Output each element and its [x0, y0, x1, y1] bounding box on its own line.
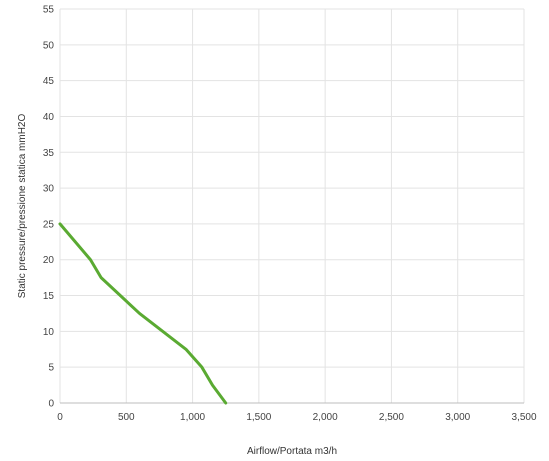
- y-tick-label: 30: [43, 184, 55, 195]
- series-lines: [58, 222, 228, 405]
- y-tick-label: 40: [43, 112, 55, 123]
- y-tick-label: 25: [43, 219, 55, 230]
- x-axis-label: Airflow/Portata m3/h: [247, 446, 337, 457]
- x-tick-label: 3,000: [445, 412, 470, 423]
- y-tick-label: 5: [48, 363, 54, 374]
- y-tick-label: 55: [43, 5, 55, 16]
- y-tick-label: 35: [43, 148, 55, 159]
- x-tick-label: 2,500: [379, 412, 404, 423]
- y-axis-ticks: 0 5 10 15 20 25 30 35 40 45 50 55: [43, 5, 55, 410]
- y-tick-label: 45: [43, 76, 55, 87]
- y-tick-label: 50: [43, 40, 55, 51]
- y-axis-label: Static pressure/pressione statica mmH2O: [17, 114, 28, 299]
- x-tick-label: 2,000: [313, 412, 338, 423]
- x-tick-label: 500: [118, 412, 135, 423]
- y-tick-label: 0: [48, 399, 54, 410]
- y-tick-label: 10: [43, 327, 55, 338]
- x-axis-ticks: 0 500 1,000 1,500 2,000 2,500 3,000 3,500: [57, 412, 537, 423]
- y-tick-label: 15: [43, 291, 55, 302]
- x-tick-label: 1,500: [246, 412, 271, 423]
- x-tick-label: 0: [57, 412, 63, 423]
- grid: [59, 8, 525, 404]
- series-line: [58, 222, 228, 405]
- y-tick-label: 20: [43, 255, 55, 266]
- x-tick-label: 1,000: [180, 412, 205, 423]
- x-tick-label: 3,500: [511, 412, 536, 423]
